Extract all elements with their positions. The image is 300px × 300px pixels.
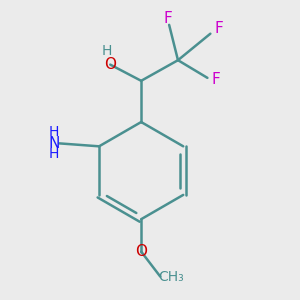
Text: O: O	[135, 244, 147, 259]
Text: H: H	[49, 125, 59, 139]
Text: H: H	[102, 44, 112, 58]
Text: F: F	[214, 21, 223, 36]
Text: O: O	[104, 57, 116, 72]
Text: CH₃: CH₃	[159, 270, 184, 283]
Text: N: N	[48, 136, 60, 151]
Text: H: H	[49, 147, 59, 161]
Text: F: F	[163, 11, 172, 26]
Text: F: F	[211, 72, 220, 87]
